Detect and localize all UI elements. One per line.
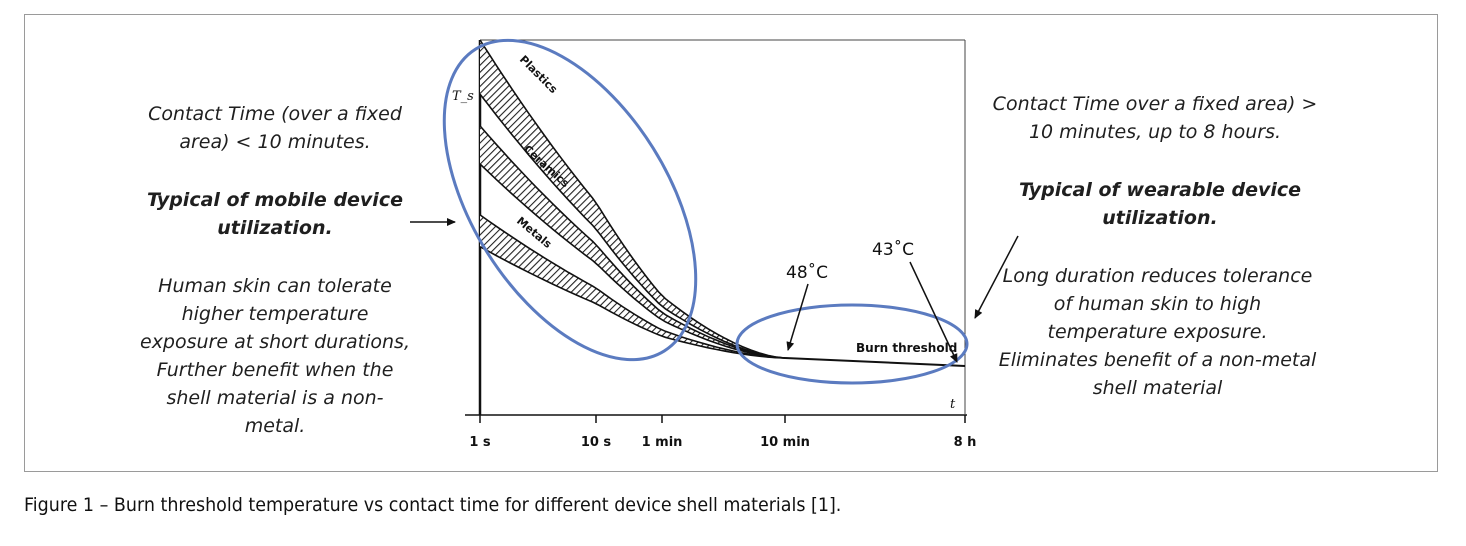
left-typical-note: Typical of mobile device utilization. xyxy=(130,186,420,242)
left-body-line-3: exposure at short durations, xyxy=(140,331,410,353)
band-label: Plastics xyxy=(517,53,560,96)
temp-43-label: 43˚C xyxy=(872,239,914,260)
left-body-line-6: metal. xyxy=(244,415,306,437)
left-body-line-1: Human skin can tolerate xyxy=(158,275,392,297)
band-upper-line xyxy=(479,125,786,359)
right-body-line-2: of human skin to high xyxy=(1053,293,1262,315)
left-body-line-2: higher temperature xyxy=(181,303,369,325)
left-body-note: Human skin can tolerate higher temperatu… xyxy=(120,272,430,440)
figure-caption: Figure 1 – Burn threshold temperature vs… xyxy=(24,494,842,516)
band-lower-line xyxy=(479,163,786,359)
left-body-line-5: shell material is a non- xyxy=(166,387,384,409)
left-contact-line-1: Contact Time (over a fixed xyxy=(148,103,402,125)
figure-frame xyxy=(24,14,1438,472)
right-body-line-5: shell material xyxy=(1092,377,1223,399)
x-tick-label: 1 s xyxy=(469,435,491,450)
left-body-line-4: Further benefit when the xyxy=(156,359,394,381)
right-body-line-3: temperature exposure. xyxy=(1047,321,1268,343)
right-contact-line-2: 10 minutes, up to 8 hours. xyxy=(1028,121,1282,143)
y-axis-label: T_s xyxy=(452,89,474,104)
band-upper-line xyxy=(479,39,786,359)
band-lower-line xyxy=(479,245,786,359)
x-tick-label: 8 h xyxy=(954,435,977,450)
x-tick-label: 10 s xyxy=(581,435,612,450)
right-contact-line-1: Contact Time over a fixed area) > xyxy=(992,93,1318,115)
right-typical-line-1: Typical of wearable device xyxy=(1018,179,1302,201)
temp-48-label: 48˚C xyxy=(786,262,828,283)
band-upper-line xyxy=(479,214,786,359)
right-body-note: Long duration reduces tolerance of human… xyxy=(985,262,1330,402)
right-typical-line-2: utilization. xyxy=(1102,207,1218,229)
band-lower-line xyxy=(479,93,786,359)
left-typical-line-1: Typical of mobile device xyxy=(147,189,403,211)
x-axis-label: t xyxy=(950,397,956,412)
burn-threshold-line xyxy=(784,357,966,367)
right-body-line-4: Eliminates benefit of a non-metal xyxy=(998,349,1317,371)
right-contact-note: Contact Time over a fixed area) > 10 min… xyxy=(985,90,1325,146)
short-duration-ellipse xyxy=(442,38,698,362)
burn-threshold-label: Burn threshold xyxy=(856,341,957,355)
right-pointer-arrow xyxy=(974,235,1019,319)
left-contact-note: Contact Time (over a fixed area) < 10 mi… xyxy=(130,100,420,156)
right-typical-note: Typical of wearable device utilization. xyxy=(1000,176,1320,232)
arrow-43 xyxy=(909,261,958,363)
left-contact-line-2: area) < 10 minutes. xyxy=(179,131,371,153)
arrow-48 xyxy=(786,283,809,351)
x-tick-label: 1 min xyxy=(642,435,683,450)
long-duration-ellipse xyxy=(735,303,969,385)
right-body-line-1: Long duration reduces tolerance xyxy=(1002,265,1313,287)
left-typical-line-2: utilization. xyxy=(217,217,333,239)
x-tick-label: 10 min xyxy=(760,435,810,450)
